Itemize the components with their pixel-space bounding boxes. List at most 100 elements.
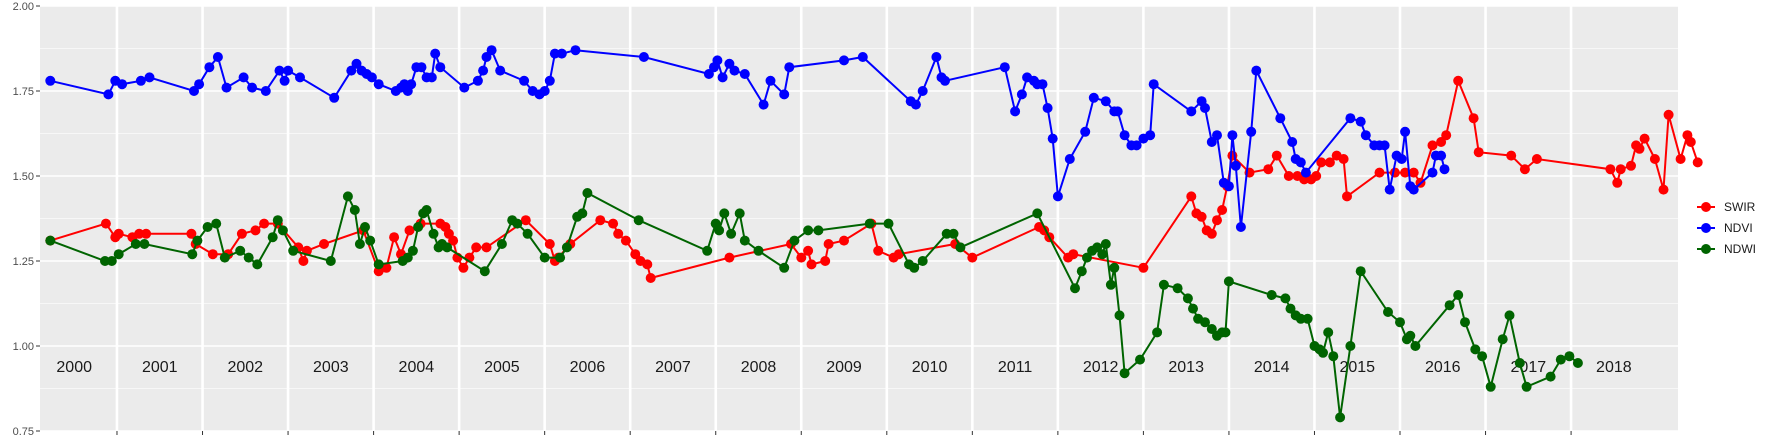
data-point-ndvi <box>1300 167 1311 178</box>
data-point-ndwi <box>428 228 439 239</box>
data-point-swir <box>1186 191 1197 202</box>
data-point-ndwi <box>1318 347 1328 358</box>
data-point-ndwi <box>1280 293 1291 304</box>
series-ndwi <box>45 188 1583 423</box>
data-point-ndwi <box>130 239 141 249</box>
data-point-swir <box>873 245 884 256</box>
data-point-ndwi <box>803 225 814 236</box>
data-point-ndvi <box>1360 130 1371 141</box>
data-point-ndwi <box>779 262 790 273</box>
x-axis <box>116 431 1572 435</box>
data-point-ndwi <box>883 218 894 229</box>
data-point-swir <box>141 228 152 239</box>
data-point-swir <box>448 235 459 246</box>
data-point-ndwi <box>192 235 203 246</box>
year-label: 2014 <box>1254 359 1290 376</box>
data-point-ndwi <box>252 259 263 270</box>
data-point-ndvi <box>1275 113 1286 124</box>
data-point-ndvi <box>1396 154 1407 164</box>
data-point-ndwi <box>753 245 764 256</box>
data-point-ndwi <box>45 235 56 246</box>
data-point-swir <box>1519 164 1530 175</box>
data-point-swir <box>620 235 631 246</box>
data-point-ndwi <box>1266 290 1277 300</box>
data-point-ndwi <box>413 222 424 232</box>
data-point-ndwi <box>1470 344 1481 355</box>
data-point-ndwi <box>365 235 376 246</box>
data-point-ndwi <box>1410 341 1421 351</box>
data-point-ndvi <box>366 72 377 83</box>
data-point-swir <box>1311 171 1322 181</box>
data-point-ndwi <box>1328 351 1339 362</box>
y-tick-label: 1.50 <box>13 171 34 183</box>
y-tick-label: 0.75 <box>13 426 34 438</box>
data-point-ndvi <box>539 86 550 96</box>
data-point-ndvi <box>1212 130 1222 141</box>
data-point-ndwi <box>349 205 360 215</box>
data-point-ndwi <box>1453 290 1464 300</box>
data-point-ndwi <box>714 225 725 236</box>
y-tick-label: 1.75 <box>13 86 34 98</box>
data-point-ndwi <box>739 235 750 246</box>
legend-key-point <box>1701 202 1711 212</box>
data-point-swir <box>1263 164 1274 175</box>
data-point-ndwi <box>106 256 117 266</box>
data-point-ndwi <box>1109 262 1120 273</box>
data-point-swir <box>1626 160 1636 171</box>
data-point-ndvi <box>758 99 769 110</box>
legend-label: NDVI <box>1724 221 1753 235</box>
data-point-ndvi <box>117 79 128 90</box>
data-point-swir <box>724 252 735 263</box>
data-point-swir <box>820 256 831 266</box>
data-point-swir <box>1138 262 1149 273</box>
data-point-ndwi <box>360 222 370 232</box>
data-point-ndvi <box>1145 130 1156 141</box>
data-point-ndwi <box>633 215 644 226</box>
data-point-ndvi <box>703 69 714 79</box>
data-point-swir <box>1374 167 1385 178</box>
data-point-swir <box>803 245 814 256</box>
data-point-ndvi <box>999 62 1010 73</box>
data-point-ndwi <box>354 239 365 249</box>
data-point-ndwi <box>1335 412 1346 423</box>
data-point-ndwi <box>202 222 213 232</box>
data-point-ndvi <box>1439 164 1450 175</box>
data-point-swir <box>1453 75 1464 86</box>
data-point-ndwi <box>1564 351 1575 362</box>
legend-key-point <box>1701 223 1711 233</box>
data-point-swir <box>967 252 978 263</box>
data-point-swir <box>520 215 531 226</box>
data-point-swir <box>1206 228 1217 239</box>
data-point-ndwi <box>1514 358 1525 368</box>
data-point-ndvi <box>495 65 506 76</box>
data-point-swir <box>1605 164 1616 175</box>
data-point-ndvi <box>478 65 489 76</box>
data-point-swir <box>1685 137 1696 147</box>
data-point-swir <box>1441 130 1452 141</box>
data-point-ndvi <box>784 62 795 73</box>
grid-lines <box>40 5 1678 432</box>
data-point-ndvi <box>931 52 942 62</box>
year-label: 2004 <box>399 359 435 376</box>
data-point-ndvi <box>1100 96 1111 107</box>
data-point-ndwi <box>1497 334 1508 345</box>
data-point-swir <box>1692 157 1703 168</box>
data-point-ndwi <box>1302 313 1313 324</box>
data-point-ndvi <box>472 75 483 86</box>
data-point-ndvi <box>1408 184 1419 195</box>
data-point-swir <box>298 256 309 266</box>
data-point-swir <box>806 259 817 270</box>
data-point-ndwi <box>726 228 737 239</box>
legend-key-point <box>1701 244 1711 254</box>
data-point-swir <box>1649 154 1660 164</box>
data-point-ndwi <box>1504 310 1515 321</box>
data-point-ndvi <box>1223 181 1234 192</box>
data-point-ndwi <box>267 232 278 243</box>
data-point-ndvi <box>724 58 735 69</box>
data-point-swir <box>1615 164 1626 175</box>
data-point-ndwi <box>496 239 507 249</box>
data-point-swir <box>645 273 656 283</box>
data-point-swir <box>1531 154 1542 164</box>
data-point-ndwi <box>522 228 533 239</box>
